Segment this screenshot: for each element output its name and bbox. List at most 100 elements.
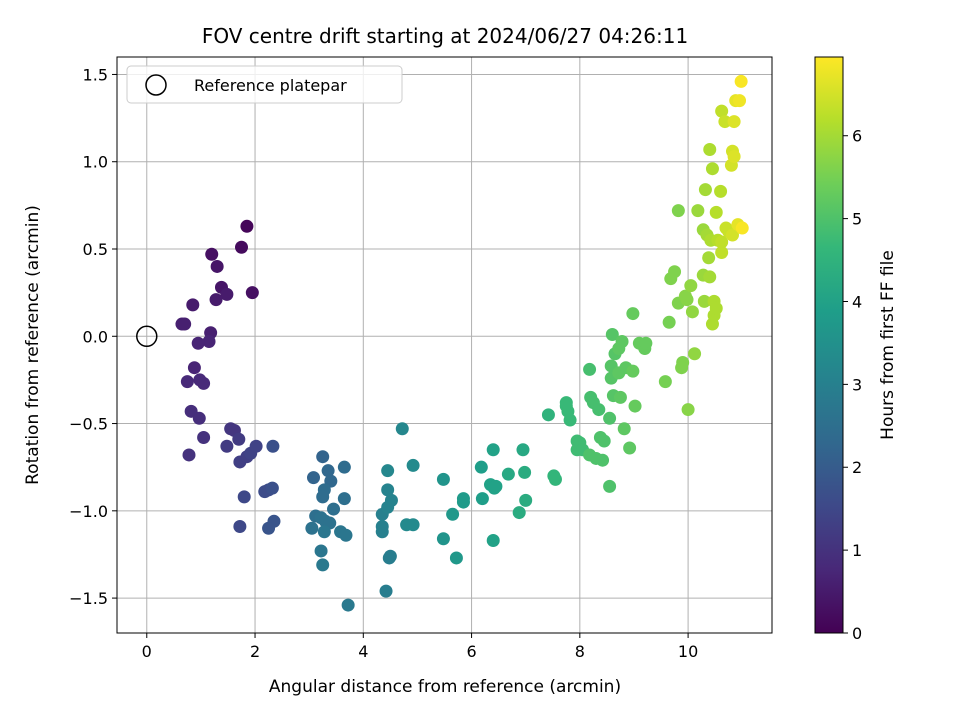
chart-title: FOV centre drift starting at 2024/06/27 … — [202, 24, 688, 48]
data-point — [186, 298, 200, 312]
data-point — [192, 411, 206, 425]
legend-marker-icon — [145, 74, 167, 96]
data-point — [709, 205, 723, 219]
colorbar-ticks: 0 1 2 3 4 5 6 — [843, 127, 862, 643]
x-tick-label: 4 — [358, 642, 368, 661]
data-point — [563, 413, 577, 427]
data-point — [449, 551, 463, 565]
data-point — [628, 399, 642, 413]
data-point — [220, 287, 234, 301]
data-point — [202, 335, 216, 349]
data-point — [684, 279, 698, 293]
data-point — [501, 467, 515, 481]
data-point — [305, 521, 319, 535]
data-point — [541, 408, 555, 422]
data-point — [337, 460, 351, 474]
data-points — [175, 74, 749, 612]
data-point — [232, 432, 246, 446]
data-point — [456, 495, 470, 509]
data-point — [245, 286, 259, 300]
data-point — [583, 362, 597, 376]
data-point — [220, 439, 234, 453]
data-point — [592, 403, 606, 417]
data-point — [182, 448, 196, 462]
data-point — [519, 493, 533, 507]
data-point — [337, 492, 351, 506]
data-point — [681, 403, 695, 417]
data-point — [205, 247, 219, 261]
colorbar-tick-label: 1 — [852, 541, 862, 560]
data-point — [715, 235, 729, 249]
colorbar-tick-label: 6 — [852, 127, 862, 146]
data-point — [379, 584, 393, 598]
y-tick-label: 1.0 — [83, 153, 108, 172]
data-point — [735, 221, 749, 235]
y-tick-label: −1.5 — [69, 589, 108, 608]
data-point — [727, 149, 741, 163]
data-point — [486, 533, 500, 547]
data-point — [237, 490, 251, 504]
data-point — [436, 532, 450, 546]
data-point — [680, 293, 694, 307]
data-point — [725, 228, 739, 242]
colorbar-tick-label: 0 — [852, 624, 862, 643]
data-point — [718, 115, 732, 129]
data-point — [703, 143, 717, 157]
data-point — [197, 376, 211, 390]
x-tick-label: 0 — [142, 642, 152, 661]
data-point — [697, 294, 711, 308]
data-point — [383, 549, 397, 563]
data-point — [486, 443, 500, 457]
data-point — [615, 335, 629, 349]
data-point — [316, 490, 330, 504]
data-point — [605, 328, 619, 342]
legend-label-reference-platepar: Reference platepar — [194, 76, 347, 95]
data-point — [559, 396, 573, 410]
data-point — [639, 336, 653, 350]
y-axis-ticks: −1.5 −1.0 −0.5 0.0 0.5 1.0 1.5 — [69, 65, 117, 608]
data-point — [688, 347, 702, 361]
data-point — [668, 265, 682, 279]
data-point — [675, 361, 689, 375]
data-point — [548, 472, 562, 486]
data-point — [603, 411, 617, 425]
data-point — [603, 479, 617, 493]
data-point — [262, 521, 276, 535]
data-point — [307, 471, 320, 485]
data-point — [187, 361, 201, 375]
data-point — [703, 270, 717, 284]
y-tick-label: 0.5 — [83, 240, 108, 259]
data-point — [596, 453, 610, 467]
data-point — [316, 558, 330, 572]
data-point — [375, 520, 389, 534]
data-point — [327, 502, 341, 516]
data-point — [209, 293, 223, 307]
x-axis-label: Angular distance from reference (arcmin) — [269, 677, 621, 697]
data-point — [314, 544, 328, 558]
data-point — [395, 422, 409, 436]
data-point — [512, 506, 526, 520]
data-point — [321, 464, 335, 478]
data-point — [341, 598, 355, 612]
data-point — [406, 518, 420, 532]
data-point — [715, 104, 729, 118]
colorbar-tick-label: 4 — [852, 292, 862, 311]
data-point — [178, 317, 192, 331]
data-point — [406, 458, 420, 472]
data-point — [191, 336, 205, 350]
colorbar-tick-label: 3 — [852, 375, 862, 394]
data-point — [381, 483, 395, 497]
data-point — [714, 184, 728, 198]
x-tick-label: 10 — [678, 642, 698, 661]
data-point — [475, 492, 489, 506]
data-point — [626, 364, 640, 378]
legend: Reference platepar — [126, 65, 403, 104]
data-point — [266, 439, 280, 453]
y-tick-label: −0.5 — [69, 415, 108, 434]
y-tick-label: 1.5 — [83, 65, 108, 84]
data-point — [617, 422, 631, 436]
data-point — [685, 305, 699, 319]
grid-lines — [117, 57, 772, 633]
data-point — [489, 479, 503, 493]
